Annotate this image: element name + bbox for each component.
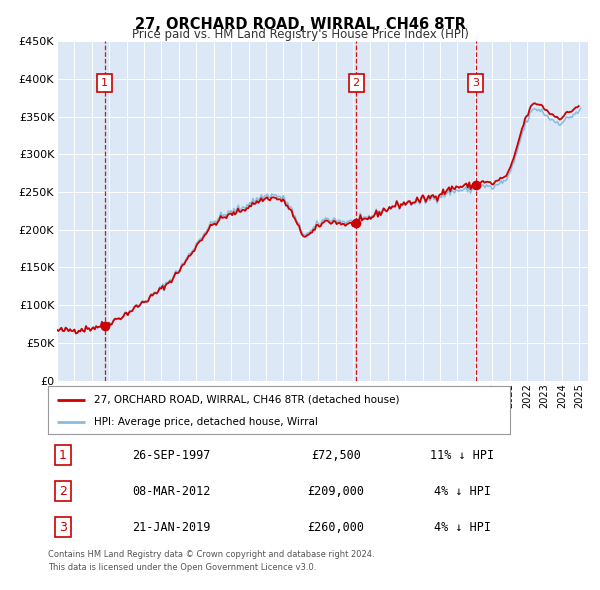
Text: Price paid vs. HM Land Registry's House Price Index (HPI): Price paid vs. HM Land Registry's House … xyxy=(131,28,469,41)
Text: 1: 1 xyxy=(101,78,108,88)
Text: £260,000: £260,000 xyxy=(308,520,365,534)
Text: This data is licensed under the Open Government Licence v3.0.: This data is licensed under the Open Gov… xyxy=(48,563,316,572)
Text: 1: 1 xyxy=(59,448,67,462)
Text: Contains HM Land Registry data © Crown copyright and database right 2024.: Contains HM Land Registry data © Crown c… xyxy=(48,550,374,559)
Text: £209,000: £209,000 xyxy=(308,484,365,498)
Text: HPI: Average price, detached house, Wirral: HPI: Average price, detached house, Wirr… xyxy=(94,417,318,427)
Text: 3: 3 xyxy=(472,78,479,88)
Text: 21-JAN-2019: 21-JAN-2019 xyxy=(132,520,210,534)
Text: £72,500: £72,500 xyxy=(311,448,361,462)
Text: 4% ↓ HPI: 4% ↓ HPI xyxy=(433,520,491,534)
Text: 26-SEP-1997: 26-SEP-1997 xyxy=(132,448,210,462)
Text: 2: 2 xyxy=(59,484,67,498)
Text: 27, ORCHARD ROAD, WIRRAL, CH46 8TR: 27, ORCHARD ROAD, WIRRAL, CH46 8TR xyxy=(134,17,466,31)
Text: 4% ↓ HPI: 4% ↓ HPI xyxy=(433,484,491,498)
Text: 08-MAR-2012: 08-MAR-2012 xyxy=(132,484,210,498)
Text: 27, ORCHARD ROAD, WIRRAL, CH46 8TR (detached house): 27, ORCHARD ROAD, WIRRAL, CH46 8TR (deta… xyxy=(94,395,400,405)
Text: 3: 3 xyxy=(59,520,67,534)
Text: 2: 2 xyxy=(353,78,359,88)
Text: 11% ↓ HPI: 11% ↓ HPI xyxy=(430,448,494,462)
